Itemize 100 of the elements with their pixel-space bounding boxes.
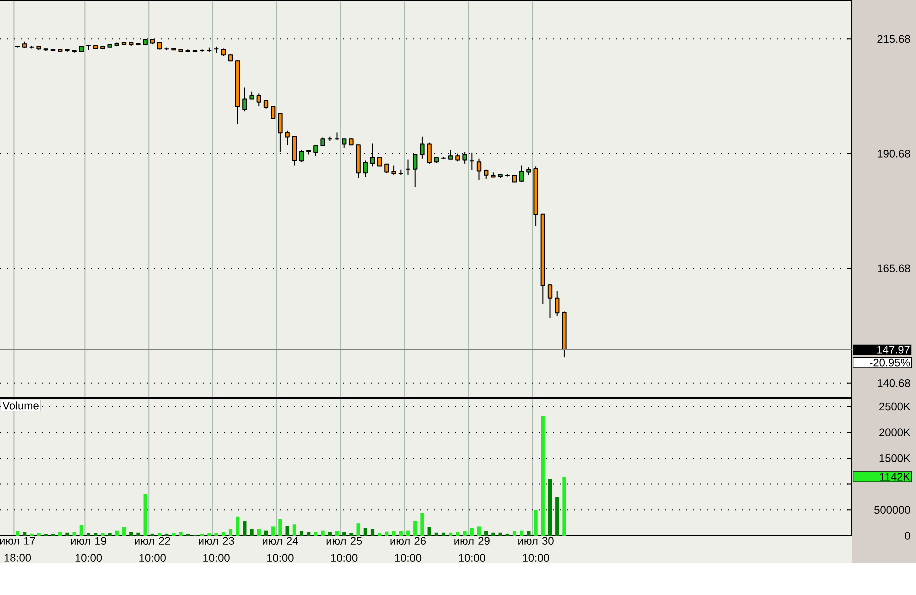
candlestick bbox=[292, 136, 297, 166]
bar bbox=[321, 530, 325, 536]
candlestick bbox=[363, 160, 368, 178]
bar bbox=[392, 531, 396, 536]
candlestick bbox=[242, 87, 248, 112]
bar bbox=[534, 510, 538, 536]
bar bbox=[86, 533, 91, 536]
bar bbox=[548, 479, 552, 536]
bar bbox=[158, 533, 162, 536]
bar bbox=[328, 532, 332, 536]
candlestick bbox=[555, 290, 560, 317]
x-tick-label: июл 24 10:00 bbox=[262, 537, 298, 562]
candlestick bbox=[548, 284, 553, 319]
candlestick bbox=[370, 143, 376, 168]
bar bbox=[307, 532, 311, 536]
bar bbox=[214, 533, 218, 536]
bar bbox=[356, 524, 360, 536]
candlestick bbox=[378, 157, 382, 167]
candlestick bbox=[342, 138, 347, 149]
x-tick-label: июл 25 10:00 bbox=[326, 537, 362, 562]
bar bbox=[222, 532, 226, 536]
bar bbox=[257, 529, 261, 536]
chart-title: Volume bbox=[2, 402, 39, 410]
bar bbox=[556, 497, 560, 536]
bar bbox=[406, 530, 410, 536]
bar bbox=[492, 532, 496, 536]
x-tick-label: июл 29 10:00 bbox=[454, 537, 490, 562]
bar bbox=[520, 530, 524, 536]
candlestick bbox=[476, 158, 482, 181]
candlestick bbox=[413, 154, 418, 188]
bar bbox=[23, 532, 27, 536]
x-tick-label: июл 19 10:00 bbox=[71, 537, 106, 562]
bar bbox=[342, 532, 346, 536]
candlestick bbox=[314, 144, 318, 157]
candlestick bbox=[427, 142, 432, 164]
x-tick-label: июл 22 10:00 bbox=[135, 537, 170, 562]
bar bbox=[399, 531, 403, 536]
bar bbox=[16, 531, 20, 536]
bar bbox=[66, 532, 70, 536]
bar bbox=[208, 533, 212, 536]
bar bbox=[335, 531, 340, 536]
y-tick-label: 1500K bbox=[880, 454, 911, 462]
y-tick-label: 2500K bbox=[880, 402, 911, 411]
bar bbox=[434, 532, 438, 536]
ref-line-label: 147.97 bbox=[878, 346, 910, 354]
candlestick bbox=[420, 136, 425, 160]
y-tick-label: 500000 bbox=[874, 506, 910, 514]
y-tick-label: 165.68 bbox=[878, 264, 910, 273]
bar bbox=[378, 533, 382, 536]
y-tick-label: 215.68 bbox=[878, 35, 910, 44]
bar bbox=[456, 532, 460, 536]
bar bbox=[562, 476, 566, 536]
bar bbox=[37, 533, 41, 536]
candlestick bbox=[285, 130, 290, 146]
bar bbox=[420, 513, 424, 536]
bar bbox=[272, 526, 276, 536]
bar bbox=[172, 533, 176, 536]
candlestick bbox=[256, 93, 262, 108]
bar bbox=[484, 531, 488, 536]
x-tick-label: июл 23 10:00 bbox=[199, 537, 234, 562]
text: 1142K bbox=[880, 473, 910, 481]
bar bbox=[80, 525, 84, 536]
bar bbox=[449, 532, 453, 536]
x-tick-label: июл 30 10:00 bbox=[518, 537, 554, 562]
bar bbox=[314, 532, 318, 536]
bar bbox=[300, 531, 304, 536]
bar bbox=[370, 529, 375, 536]
bar bbox=[228, 529, 233, 536]
bar bbox=[470, 528, 474, 536]
bar bbox=[541, 416, 545, 536]
bar bbox=[72, 532, 76, 536]
bar bbox=[179, 532, 183, 536]
candlestick bbox=[392, 165, 396, 176]
candlestick bbox=[271, 106, 276, 120]
bar bbox=[385, 532, 389, 536]
bar bbox=[512, 531, 517, 536]
x-tick-label: июл 17 18:00 bbox=[0, 537, 36, 562]
candlestick bbox=[448, 150, 454, 160]
bar bbox=[414, 521, 418, 536]
bar bbox=[286, 526, 290, 536]
bar bbox=[243, 522, 247, 536]
bar bbox=[442, 532, 446, 536]
bar bbox=[498, 532, 502, 536]
candlestick bbox=[299, 150, 304, 163]
candlestick bbox=[462, 152, 468, 164]
bar bbox=[477, 526, 482, 536]
bar bbox=[108, 533, 112, 536]
bar bbox=[130, 532, 134, 536]
bar bbox=[101, 533, 105, 536]
bar bbox=[58, 532, 62, 536]
bar bbox=[236, 516, 240, 536]
bar bbox=[428, 527, 432, 536]
bar bbox=[350, 533, 354, 536]
candlestick bbox=[278, 113, 283, 153]
bar bbox=[278, 519, 282, 536]
y-tick-label: 190.68 bbox=[878, 150, 910, 158]
bar bbox=[364, 528, 368, 536]
y-tick-label: 140.68 bbox=[878, 380, 910, 388]
bar bbox=[250, 529, 254, 536]
bar bbox=[115, 530, 119, 536]
